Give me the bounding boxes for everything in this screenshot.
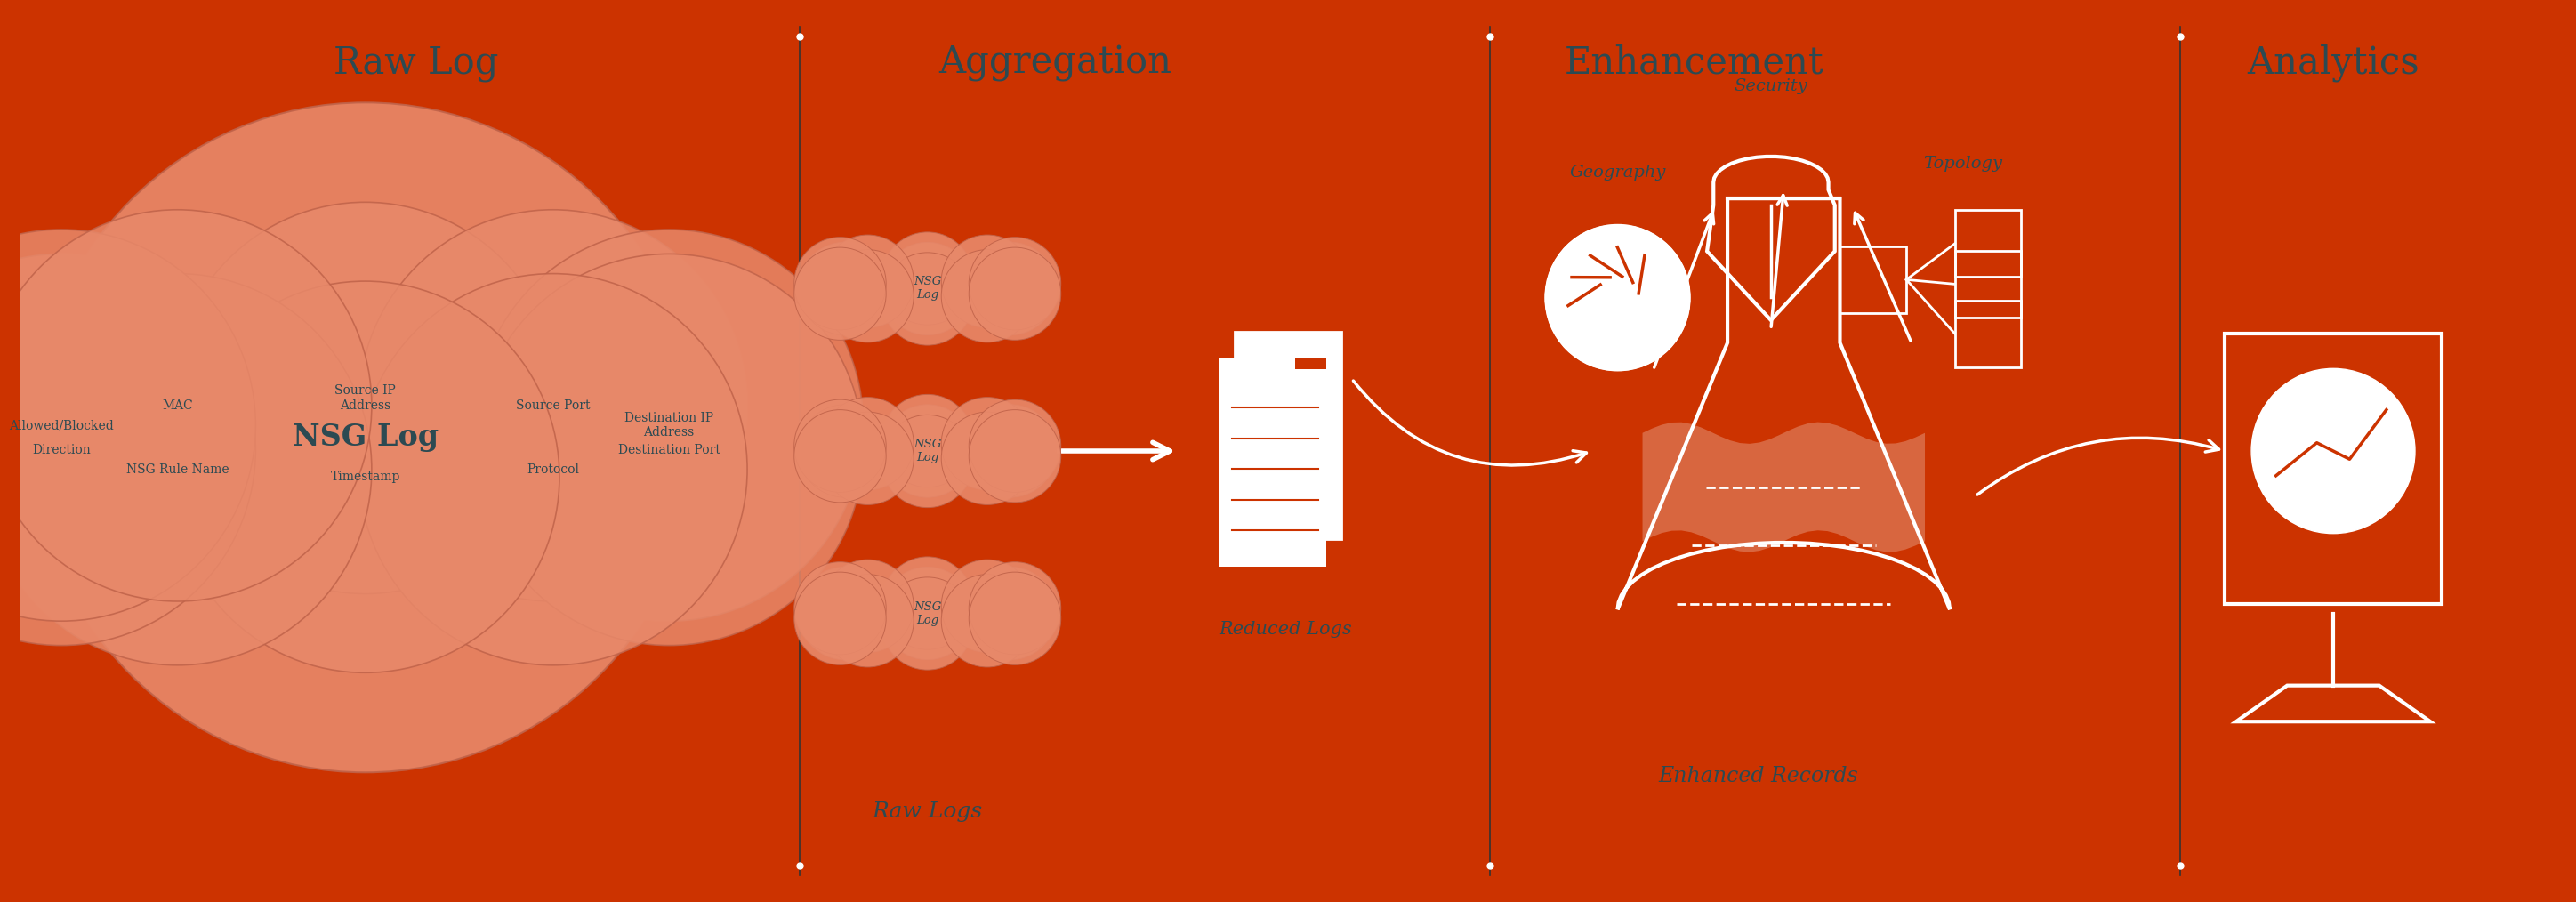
Text: Topology: Topology [1924, 155, 2002, 171]
Polygon shape [1296, 359, 1327, 370]
Ellipse shape [358, 273, 747, 665]
Ellipse shape [0, 229, 255, 621]
Ellipse shape [940, 250, 1033, 343]
Text: NSG
Log: NSG Log [914, 438, 940, 464]
Text: Raw Log: Raw Log [335, 44, 500, 82]
Text: Destination Port: Destination Port [618, 444, 721, 456]
Text: Allowed/Blocked: Allowed/Blocked [10, 419, 113, 431]
Text: MAC: MAC [162, 400, 193, 411]
Ellipse shape [0, 210, 371, 602]
Text: Enhancement: Enhancement [1564, 44, 1824, 82]
Ellipse shape [881, 405, 974, 497]
Ellipse shape [474, 229, 863, 621]
Text: Enhanced Records: Enhanced Records [1659, 766, 1857, 786]
Ellipse shape [963, 405, 1056, 497]
Ellipse shape [969, 410, 1061, 502]
Ellipse shape [358, 210, 747, 602]
Ellipse shape [793, 400, 886, 492]
Ellipse shape [170, 281, 559, 673]
Ellipse shape [969, 572, 1061, 665]
Ellipse shape [881, 243, 974, 335]
Ellipse shape [881, 415, 974, 508]
Ellipse shape [940, 575, 1033, 667]
Text: Raw Logs: Raw Logs [873, 802, 984, 822]
Text: Geography: Geography [1569, 164, 1667, 180]
Ellipse shape [1546, 226, 1690, 370]
Ellipse shape [969, 562, 1061, 655]
Text: Timestamp: Timestamp [330, 471, 399, 483]
Ellipse shape [793, 410, 886, 502]
Ellipse shape [881, 394, 974, 487]
Ellipse shape [799, 405, 891, 497]
Text: Protocol: Protocol [526, 464, 580, 475]
Text: NSG Rule Name: NSG Rule Name [126, 464, 229, 475]
Ellipse shape [940, 235, 1033, 327]
Ellipse shape [940, 397, 1033, 490]
Ellipse shape [793, 562, 886, 655]
Ellipse shape [963, 567, 1056, 659]
Text: Analytics: Analytics [2246, 44, 2419, 82]
Ellipse shape [822, 575, 914, 667]
Ellipse shape [822, 250, 914, 343]
Text: Aggregation: Aggregation [938, 44, 1172, 82]
Ellipse shape [793, 237, 886, 330]
Ellipse shape [474, 253, 863, 646]
Text: NSG
Log: NSG Log [914, 601, 940, 626]
Text: NSG
Log: NSG Log [914, 276, 940, 301]
Ellipse shape [793, 572, 886, 665]
Ellipse shape [969, 247, 1061, 340]
Ellipse shape [881, 567, 974, 659]
Ellipse shape [940, 412, 1033, 505]
Ellipse shape [0, 253, 255, 646]
Text: Direction: Direction [31, 444, 90, 456]
Ellipse shape [822, 397, 914, 490]
Ellipse shape [881, 253, 974, 345]
Text: Destination IP
Address: Destination IP Address [623, 412, 714, 438]
Ellipse shape [963, 243, 1056, 335]
Ellipse shape [822, 559, 914, 652]
Ellipse shape [881, 232, 974, 325]
Ellipse shape [881, 557, 974, 649]
FancyBboxPatch shape [1234, 332, 1342, 539]
Ellipse shape [2251, 369, 2414, 533]
Ellipse shape [170, 202, 559, 594]
Text: Security: Security [1734, 78, 1808, 95]
Ellipse shape [799, 567, 891, 659]
Ellipse shape [822, 412, 914, 505]
Ellipse shape [799, 243, 891, 335]
Ellipse shape [881, 577, 974, 670]
Ellipse shape [822, 235, 914, 327]
Ellipse shape [0, 273, 371, 665]
Text: Reduced Logs: Reduced Logs [1218, 621, 1352, 638]
Ellipse shape [33, 103, 698, 772]
Ellipse shape [969, 237, 1061, 330]
Ellipse shape [940, 559, 1033, 652]
Ellipse shape [793, 247, 886, 340]
Ellipse shape [969, 400, 1061, 492]
Text: Source Port: Source Port [515, 400, 590, 411]
Text: NSG Log: NSG Log [291, 423, 438, 452]
FancyBboxPatch shape [1218, 359, 1327, 566]
Text: Source IP
Address: Source IP Address [335, 384, 397, 411]
